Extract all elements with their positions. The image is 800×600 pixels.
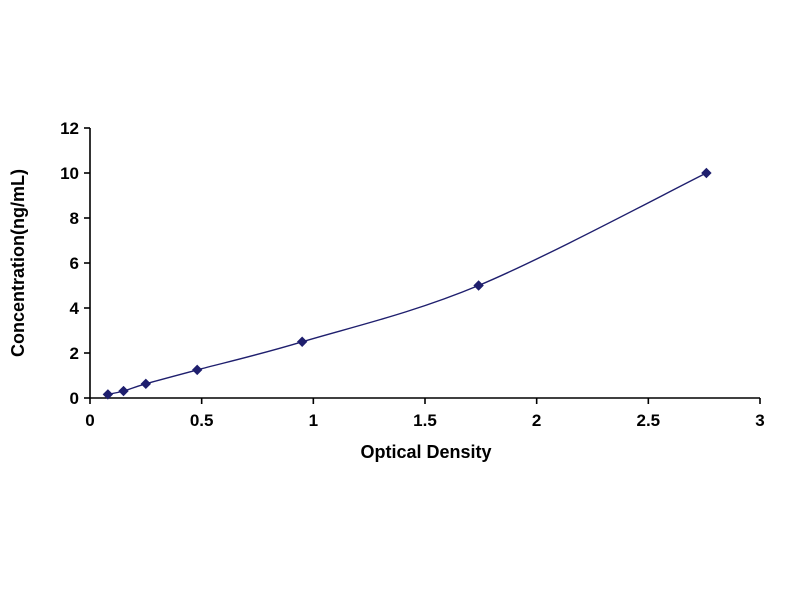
x-axis-title: Optical Density xyxy=(360,442,491,462)
data-point-marker xyxy=(140,378,152,390)
x-tick-label: 3 xyxy=(755,411,764,430)
data-point-marker xyxy=(701,167,712,179)
x-tick-label: 2.5 xyxy=(637,411,661,430)
data-series-standard-curve xyxy=(102,167,712,400)
y-tick-label: 0 xyxy=(70,389,79,408)
curve-line xyxy=(107,172,707,396)
y-tick-label: 8 xyxy=(70,209,79,228)
x-tick-label: 1 xyxy=(309,411,318,430)
x-tick-label: 1.5 xyxy=(413,411,437,430)
x-tick-label: 0 xyxy=(85,411,94,430)
y-tick-label: 10 xyxy=(60,164,79,183)
data-point-marker xyxy=(118,385,129,397)
data-point-marker xyxy=(102,389,114,400)
data-point-marker xyxy=(296,336,308,347)
y-tick-label: 4 xyxy=(70,299,80,318)
y-tick-label: 6 xyxy=(70,254,79,273)
data-point-marker xyxy=(473,280,484,291)
x-tick-label: 0.5 xyxy=(190,411,214,430)
x-axis: 0 0.5 1 1.5 2 2.5 3 xyxy=(85,397,765,430)
y-tick-label: 12 xyxy=(60,119,79,138)
y-tick-label: 2 xyxy=(70,344,79,363)
data-point-marker xyxy=(191,364,203,376)
y-axis-title: Concentration(ng/mL) xyxy=(8,169,28,357)
x-tick-label: 2 xyxy=(532,411,541,430)
y-axis: 0 2 4 6 8 10 12 xyxy=(60,119,91,408)
